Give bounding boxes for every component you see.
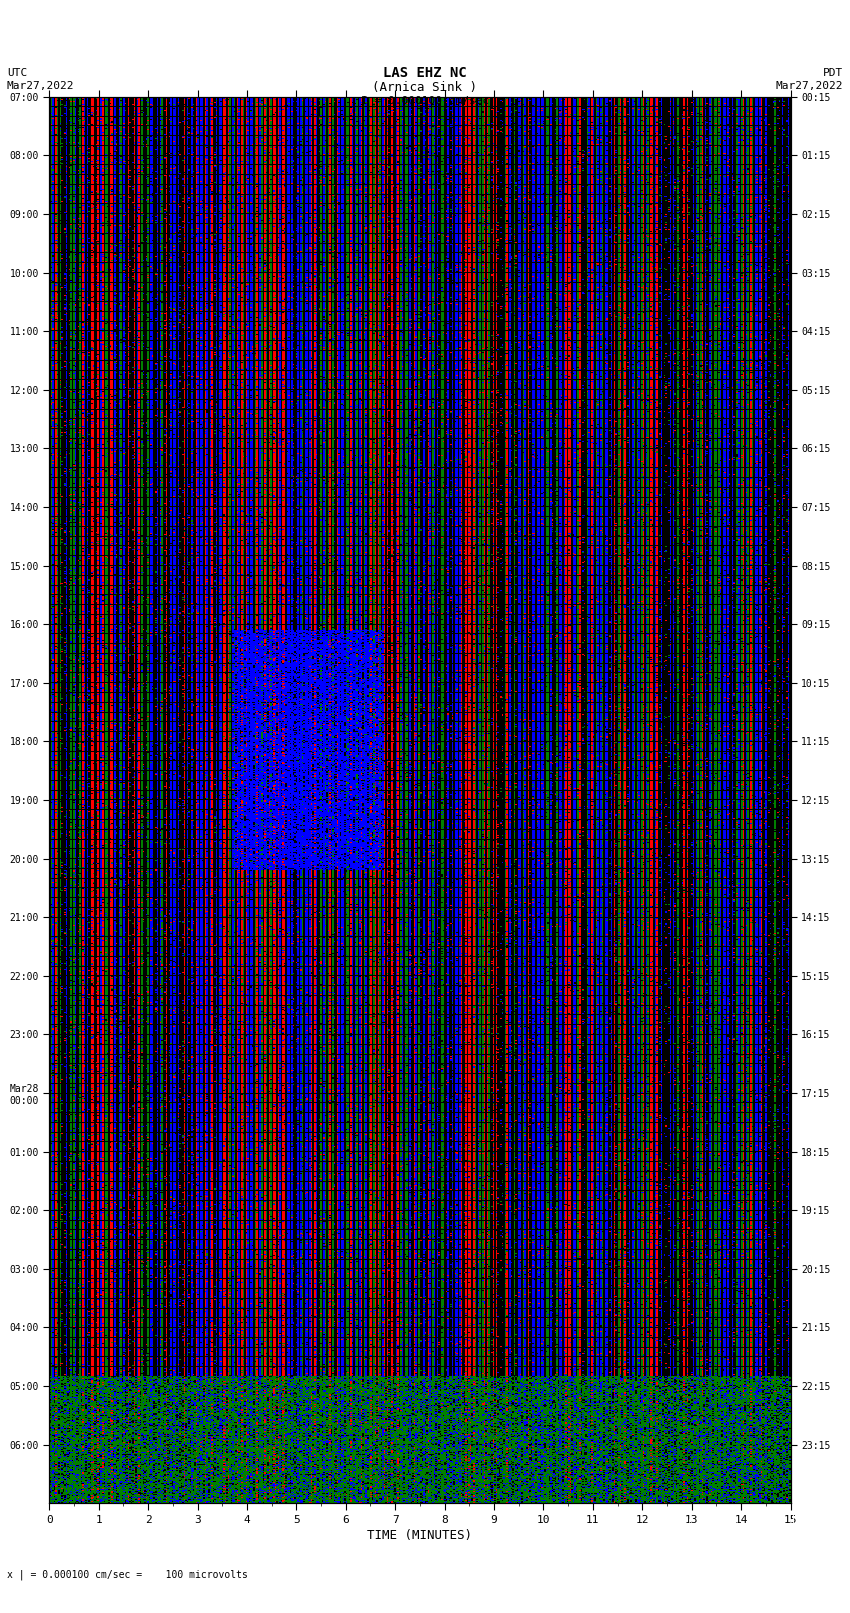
Text: (Arnica Sink ): (Arnica Sink ) <box>372 81 478 95</box>
Text: Mar27,2022: Mar27,2022 <box>7 81 74 92</box>
Text: Mar27,2022: Mar27,2022 <box>776 81 843 92</box>
Text: x | = 0.000100 cm/sec =    100 microvolts: x | = 0.000100 cm/sec = 100 microvolts <box>7 1569 247 1579</box>
Text: LAS EHZ NC: LAS EHZ NC <box>383 66 467 81</box>
Text: UTC: UTC <box>7 68 27 79</box>
Text: I = 0.000100 cm/sec: I = 0.000100 cm/sec <box>361 95 489 106</box>
Text: PDT: PDT <box>823 68 843 79</box>
X-axis label: TIME (MINUTES): TIME (MINUTES) <box>367 1529 473 1542</box>
